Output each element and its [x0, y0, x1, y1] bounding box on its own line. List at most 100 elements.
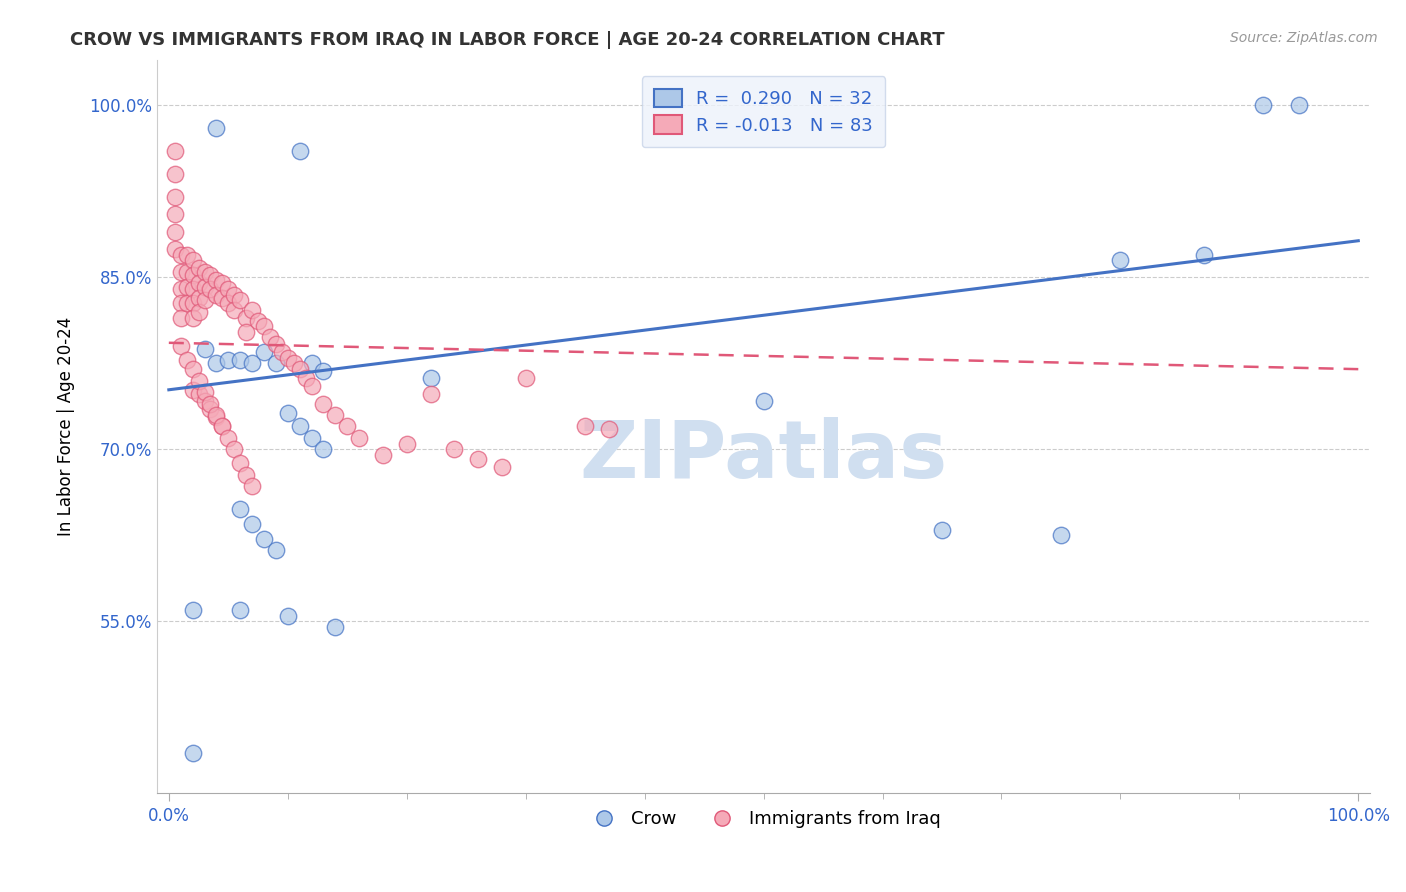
Point	[283, 356, 305, 370]
Point	[211, 419, 233, 434]
Point	[181, 746, 204, 760]
Point	[515, 371, 537, 385]
Point	[193, 342, 215, 356]
Point	[181, 603, 204, 617]
Point	[163, 207, 186, 221]
Point	[240, 356, 263, 370]
Point	[193, 394, 215, 409]
Point	[193, 279, 215, 293]
Point	[163, 145, 186, 159]
Point	[229, 456, 252, 470]
Point	[931, 523, 953, 537]
Point	[294, 371, 316, 385]
Point	[253, 345, 276, 359]
Point	[253, 532, 276, 546]
Point	[170, 339, 193, 353]
Point	[419, 371, 441, 385]
Point	[187, 374, 209, 388]
Point	[277, 608, 299, 623]
Point	[163, 242, 186, 256]
Point	[419, 387, 441, 401]
Point	[312, 396, 335, 410]
Point	[240, 479, 263, 493]
Point	[176, 295, 198, 310]
Point	[170, 282, 193, 296]
Point	[288, 145, 311, 159]
Point	[205, 273, 228, 287]
Point	[240, 302, 263, 317]
Point	[301, 379, 323, 393]
Point	[395, 436, 418, 450]
Point	[170, 295, 193, 310]
Point	[264, 337, 287, 351]
Point	[1050, 528, 1073, 542]
Point	[598, 422, 620, 436]
Point	[163, 167, 186, 181]
Point	[205, 410, 228, 425]
Point	[170, 310, 193, 325]
Text: Source: ZipAtlas.com: Source: ZipAtlas.com	[1230, 31, 1378, 45]
Point	[264, 356, 287, 370]
Point	[187, 387, 209, 401]
Point	[176, 353, 198, 368]
Point	[181, 310, 204, 325]
Point	[312, 364, 335, 378]
Point	[170, 265, 193, 279]
Point	[1251, 98, 1274, 112]
Point	[193, 265, 215, 279]
Point	[163, 225, 186, 239]
Point	[347, 431, 370, 445]
Point	[176, 265, 198, 279]
Point	[371, 448, 394, 462]
Point	[217, 295, 239, 310]
Point	[205, 287, 228, 301]
Point	[229, 353, 252, 368]
Point	[187, 291, 209, 305]
Point	[217, 353, 239, 368]
Point	[181, 383, 204, 397]
Point	[1288, 98, 1310, 112]
Point	[240, 516, 263, 531]
Point	[200, 396, 222, 410]
Point	[270, 345, 292, 359]
Point	[235, 310, 257, 325]
Point	[181, 295, 204, 310]
Point	[200, 282, 222, 296]
Point	[312, 442, 335, 457]
Point	[217, 431, 239, 445]
Point	[325, 408, 347, 422]
Point	[163, 190, 186, 204]
Point	[277, 351, 299, 365]
Point	[224, 302, 246, 317]
Point	[224, 287, 246, 301]
Point	[187, 276, 209, 290]
Point	[193, 293, 215, 308]
Point	[170, 247, 193, 261]
Y-axis label: In Labor Force | Age 20-24: In Labor Force | Age 20-24	[58, 317, 75, 536]
Point	[277, 406, 299, 420]
Point	[176, 279, 198, 293]
Point	[200, 402, 222, 417]
Point	[187, 305, 209, 319]
Point	[491, 459, 513, 474]
Point	[301, 356, 323, 370]
Point	[224, 442, 246, 457]
Point	[205, 408, 228, 422]
Point	[235, 326, 257, 340]
Point	[205, 121, 228, 136]
Point	[229, 603, 252, 617]
Point	[1192, 247, 1215, 261]
Point	[574, 419, 596, 434]
Point	[181, 268, 204, 282]
Point	[235, 467, 257, 482]
Point	[259, 330, 281, 344]
Point	[325, 620, 347, 634]
Point	[443, 442, 465, 457]
Point	[193, 385, 215, 400]
Point	[211, 419, 233, 434]
Point	[288, 362, 311, 376]
Point	[253, 318, 276, 333]
Point	[181, 362, 204, 376]
Point	[211, 276, 233, 290]
Point	[247, 314, 270, 328]
